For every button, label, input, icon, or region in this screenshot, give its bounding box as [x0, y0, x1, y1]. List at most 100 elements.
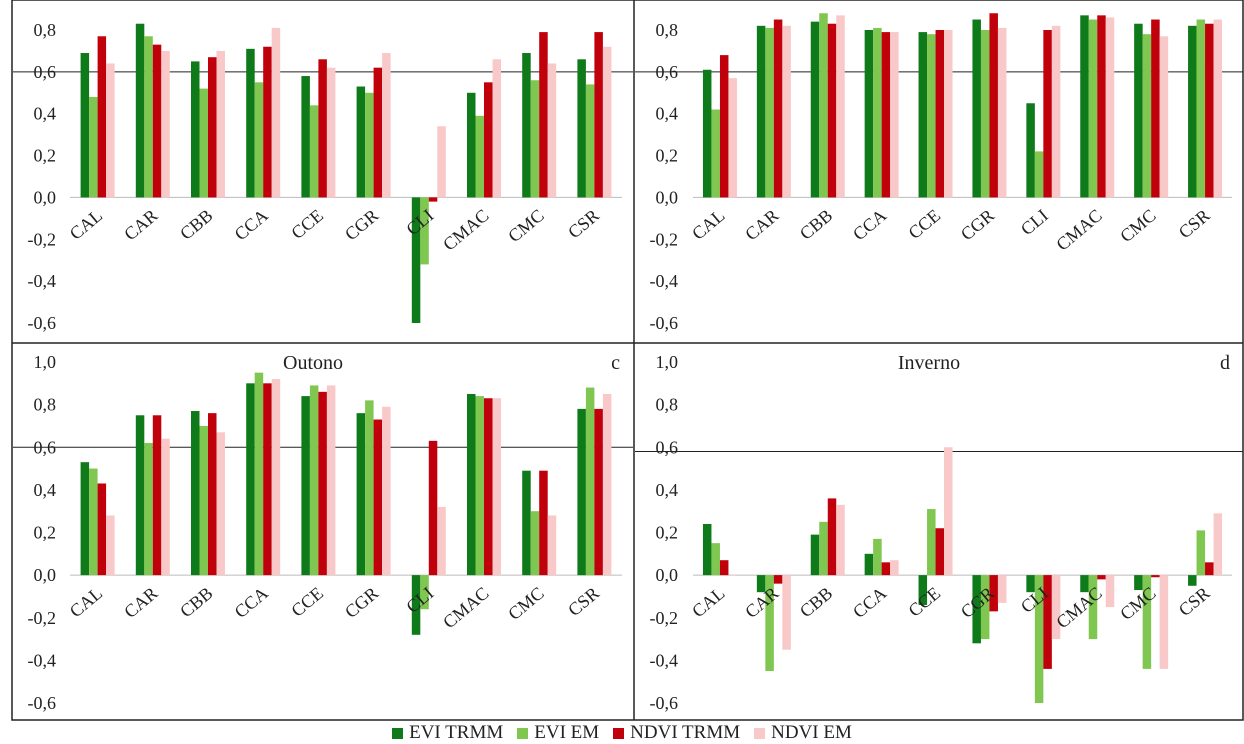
bar-evi-trmm-cgr: [356, 86, 366, 198]
bar-evi-em-cca: [254, 372, 264, 576]
bar-ndvi-em-cmac: [1105, 17, 1115, 198]
bar-evi-em-cmac: [475, 115, 484, 198]
bar-evi-trmm-cca: [864, 30, 874, 198]
bar-ndvi-em-cli: [437, 126, 446, 198]
x-tick-label: CLI: [402, 205, 437, 239]
bar-evi-trmm-cmc: [522, 470, 531, 576]
bar-ndvi-trmm-cli: [428, 197, 438, 202]
bar-ndvi-trmm-cal: [97, 36, 107, 198]
y-tick-label: -0,2: [650, 608, 679, 628]
bar-ndvi-em-cgr: [382, 406, 391, 576]
x-tick-label: CMC: [504, 583, 548, 624]
y-tick-label: 0,8: [656, 20, 679, 40]
bar-ndvi-em-car: [782, 575, 791, 650]
bar-ndvi-trmm-cgr: [373, 419, 383, 576]
x-tick-label: CCA: [231, 583, 272, 622]
bar-evi-em-csr: [1196, 530, 1206, 576]
bar-evi-em-cmac: [1088, 575, 1098, 640]
bar-ndvi-trmm-car: [773, 575, 783, 584]
bar-evi-trmm-cgr: [972, 19, 981, 198]
y-tick-label: -0,2: [28, 229, 57, 249]
bar-ndvi-em-cmac: [492, 398, 501, 576]
legend-label-ndvi-trmm: NDVI TRMM: [630, 722, 741, 743]
bar-evi-em-cmc: [1142, 34, 1152, 198]
y-tick-label: 0,4: [656, 104, 679, 124]
bar-evi-trmm-cli: [411, 197, 421, 323]
x-tick-label: CAR: [120, 583, 161, 622]
legend-swatch-evi-trmm: [392, 727, 404, 739]
x-tick-label: CCE: [904, 583, 944, 621]
y-tick-label: 0,4: [34, 104, 57, 124]
bar-ndvi-em-cal: [106, 515, 115, 576]
bar-evi-em-cgr: [980, 575, 990, 640]
bar-ndvi-trmm-csr: [1205, 23, 1214, 198]
x-tick-label: CLI: [1017, 205, 1052, 239]
bar-evi-em-cce: [927, 34, 936, 198]
bar-evi-trmm-cal: [702, 69, 712, 198]
y-tick-label: 0,8: [34, 395, 57, 415]
bar-ndvi-em-cal: [106, 63, 115, 198]
bar-evi-trmm-cbb: [191, 411, 200, 576]
x-tick-label: CAR: [741, 583, 782, 622]
bar-evi-em-cmc: [530, 80, 540, 198]
panel-title: Inverno: [898, 352, 960, 374]
bar-ndvi-trmm-cca: [263, 383, 272, 576]
x-tick-label: CCE: [904, 205, 944, 243]
bar-evi-trmm-cal: [702, 523, 712, 576]
bar-ndvi-em-cbb: [216, 50, 225, 198]
bar-ndvi-trmm-cce: [935, 528, 945, 576]
y-tick-label: 0,0: [656, 565, 679, 585]
bar-ndvi-em-cli: [1051, 25, 1061, 198]
x-tick-label: CBB: [796, 583, 836, 621]
bar-evi-trmm-cmac: [1080, 575, 1089, 593]
x-tick-label: CCA: [849, 583, 890, 622]
y-tick-label: 0,2: [34, 523, 57, 543]
y-tick-label: 0,2: [656, 523, 679, 543]
bar-ndvi-em-cca: [271, 27, 281, 198]
bar-ndvi-trmm-cli: [1043, 575, 1052, 669]
bar-evi-em-cce: [309, 105, 319, 198]
bar-ndvi-em-cmc: [1159, 575, 1169, 669]
bar-ndvi-em-cce: [944, 30, 953, 198]
bar-evi-trmm-cli: [1026, 575, 1035, 593]
y-tick-label: 1,0: [34, 352, 57, 372]
bar-ndvi-em-cgr: [997, 575, 1007, 603]
x-tick-label: CGR: [341, 205, 382, 244]
bar-evi-trmm-csr: [577, 59, 586, 198]
bar-evi-trmm-cbb: [191, 61, 200, 198]
panel-letter: c: [611, 352, 620, 374]
x-tick-label: CAR: [120, 205, 161, 244]
bar-ndvi-em-csr: [1213, 19, 1223, 198]
y-tick-label: 0,2: [34, 146, 57, 166]
x-tick-label: CMAC: [1052, 205, 1105, 254]
bar-ndvi-em-car: [161, 50, 170, 198]
bar-ndvi-em-cal: [728, 78, 737, 198]
x-tick-label: CCA: [231, 205, 272, 244]
x-tick-label: CBB: [796, 205, 836, 243]
bar-ndvi-em-cca: [890, 32, 899, 198]
bar-ndvi-trmm-cmac: [1097, 575, 1106, 580]
bar-ndvi-em-cal: [728, 575, 737, 576]
x-tick-label: CGR: [957, 205, 998, 244]
x-tick-label: CAL: [688, 205, 728, 243]
y-tick-label: -0,6: [28, 313, 57, 333]
bar-evi-trmm-cbb: [810, 534, 820, 576]
bar-evi-em-cgr: [365, 400, 374, 576]
y-tick-label: 0,4: [34, 480, 57, 500]
x-tick-label: CAL: [688, 583, 728, 621]
bar-ndvi-trmm-cce: [935, 30, 945, 198]
panel-letter: d: [1220, 352, 1230, 374]
y-tick-label: -0,6: [28, 693, 57, 713]
bar-evi-trmm-cmc: [1134, 23, 1143, 198]
bar-evi-trmm-car: [135, 415, 145, 576]
bar-ndvi-trmm-cce: [318, 391, 327, 576]
bar-ndvi-em-cli: [1051, 575, 1061, 640]
bar-ndvi-em-csr: [602, 393, 612, 576]
legend-label-evi-trmm: EVI TRMM: [409, 722, 504, 743]
y-tick-label: -0,6: [650, 313, 679, 333]
bar-ndvi-em-cca: [271, 379, 281, 576]
panel-frame: [11, 0, 1244, 721]
bar-evi-em-cmac: [1088, 19, 1098, 198]
